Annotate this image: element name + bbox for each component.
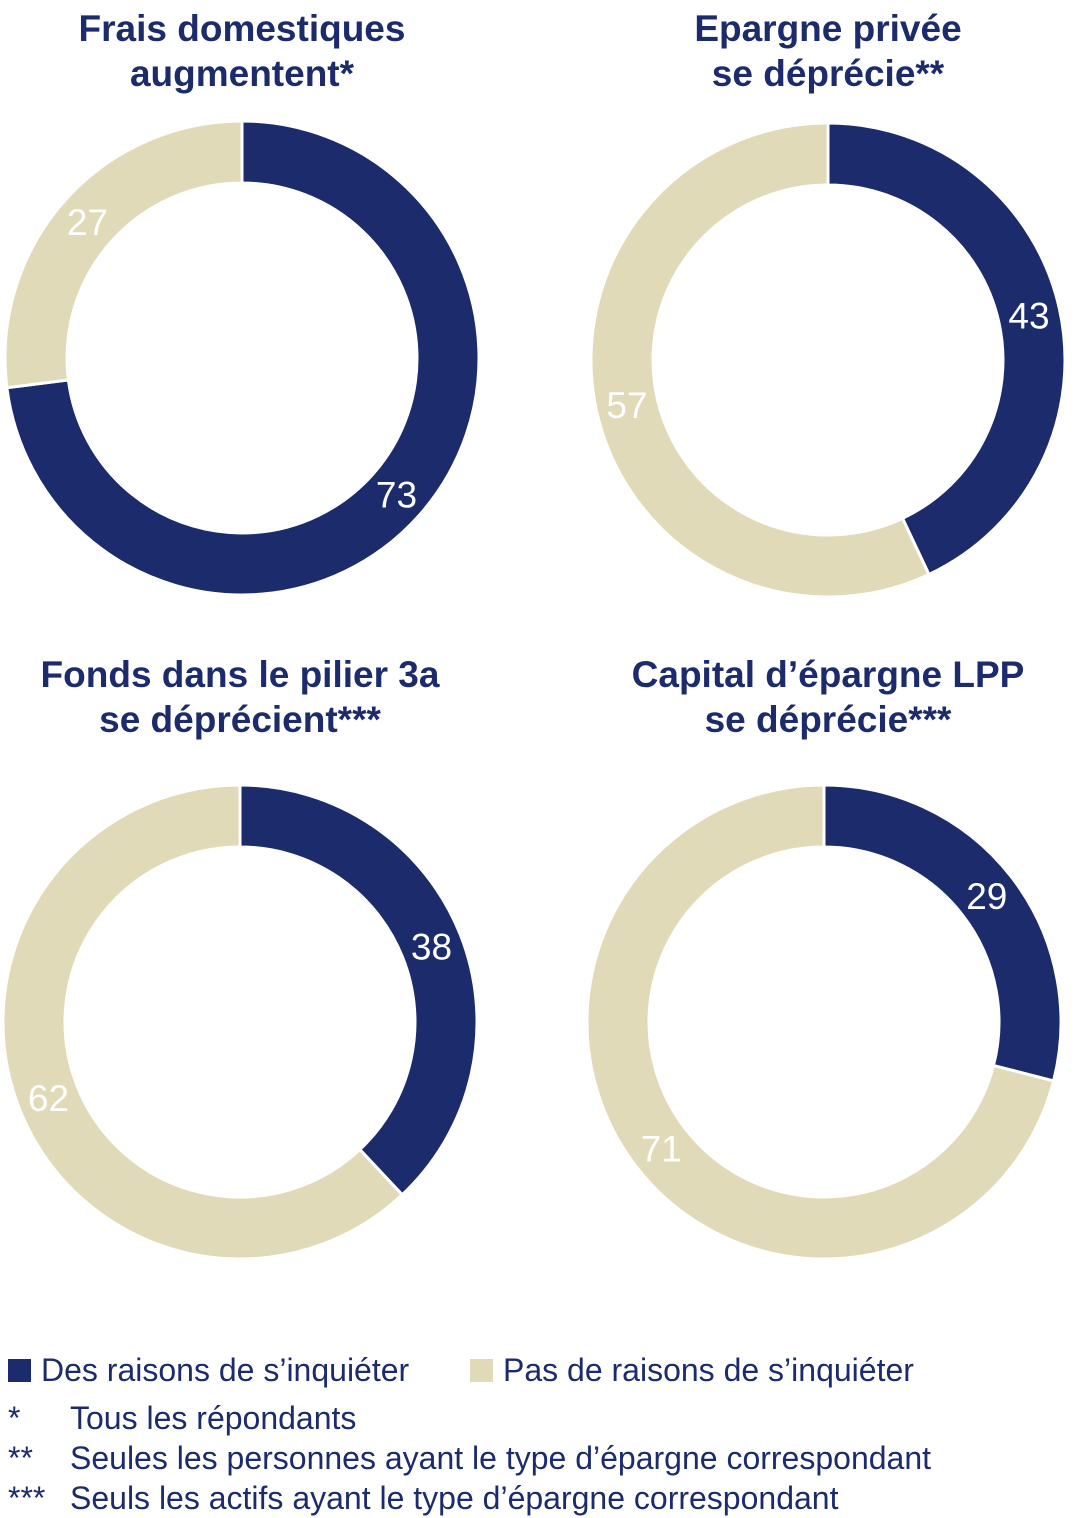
slice-value-label: 62 xyxy=(28,1078,69,1119)
slice-value-label: 73 xyxy=(376,475,417,516)
slice-value-label: 43 xyxy=(1008,295,1049,336)
legend-label-no-concern: Pas de raisons de s’inquiéter xyxy=(503,1352,914,1388)
donut-svg: 43 57 xyxy=(589,121,1067,599)
footnote-row: * Tous les répondants xyxy=(8,1398,1068,1438)
donut-slice-concern xyxy=(822,783,1063,1083)
donut-slice-no-concern xyxy=(1,783,405,1261)
chart-title-line: augmentent* xyxy=(129,53,355,94)
slice-value-label: 27 xyxy=(67,202,108,243)
chart-title-epargne-privee: Epargne privée se déprécie** xyxy=(588,6,1068,96)
legend-item-concern: Des raisons de s’inquiéter xyxy=(8,1352,409,1388)
chart-title-line: se déprécie*** xyxy=(704,699,952,740)
footnote-marker: * xyxy=(8,1400,21,1436)
donut-slice-no-concern xyxy=(589,121,931,599)
donut-svg: 29 71 xyxy=(585,783,1063,1261)
donut-chart-frais-domestiques: 73 27 xyxy=(0,116,484,600)
chart-title-line: Epargne privée xyxy=(694,8,962,49)
footnote-row: *** Seuls les actifs ayant le type d’épa… xyxy=(8,1478,1068,1518)
chart-title-line: Frais domestiques xyxy=(78,8,406,49)
footnotes: * Tous les répondants ** Seules les pers… xyxy=(8,1398,1068,1518)
donut-slice-concern xyxy=(5,119,481,597)
chart-title-frais-domestiques: Frais domestiques augmentent* xyxy=(2,6,482,96)
legend-swatch-no-concern xyxy=(470,1358,493,1382)
legend-item-no-concern: Pas de raisons de s’inquiéter xyxy=(470,1352,914,1388)
chart-title-line: se déprécient*** xyxy=(99,699,381,740)
chart-title-line: Fonds dans le pilier 3a xyxy=(40,654,440,695)
slice-value-label: 71 xyxy=(641,1129,682,1170)
legend-swatch-concern xyxy=(8,1358,31,1382)
donut-chart-epargne-privee: 43 57 xyxy=(586,118,1070,602)
donut-chart-capital-lpp: 29 71 xyxy=(582,780,1066,1264)
donut-slice-no-concern xyxy=(3,119,244,390)
footnote-text: Seuls les actifs ayant le type d’épargne… xyxy=(70,1480,839,1516)
legend-label-concern: Des raisons de s’inquiéter xyxy=(41,1352,410,1388)
donut-slice-concern xyxy=(238,783,479,1197)
chart-title-line: se déprécie** xyxy=(711,53,945,94)
footnote-text: Tous les répondants xyxy=(70,1400,357,1436)
slice-value-label: 57 xyxy=(606,385,647,426)
footnote-marker: *** xyxy=(8,1480,46,1516)
donut-chart-pilier-3a: 38 62 xyxy=(0,780,482,1264)
chart-title-pilier-3a: Fonds dans le pilier 3a se déprécient*** xyxy=(0,652,480,742)
donut-slice-concern xyxy=(826,121,1067,577)
footnote-marker: ** xyxy=(8,1440,33,1476)
donut-slice-no-concern xyxy=(585,783,1056,1261)
donut-svg: 73 27 xyxy=(3,119,481,597)
donut-svg: 38 62 xyxy=(1,783,479,1261)
slice-value-label: 38 xyxy=(411,927,452,968)
slice-value-label: 29 xyxy=(966,876,1007,917)
footnote-row: ** Seules les personnes ayant le type d’… xyxy=(8,1438,1068,1478)
footnote-text: Seules les personnes ayant le type d’épa… xyxy=(70,1440,932,1476)
chart-title-capital-lpp: Capital d’épargne LPP se déprécie*** xyxy=(586,652,1070,742)
chart-title-line: Capital d’épargne LPP xyxy=(631,654,1025,695)
